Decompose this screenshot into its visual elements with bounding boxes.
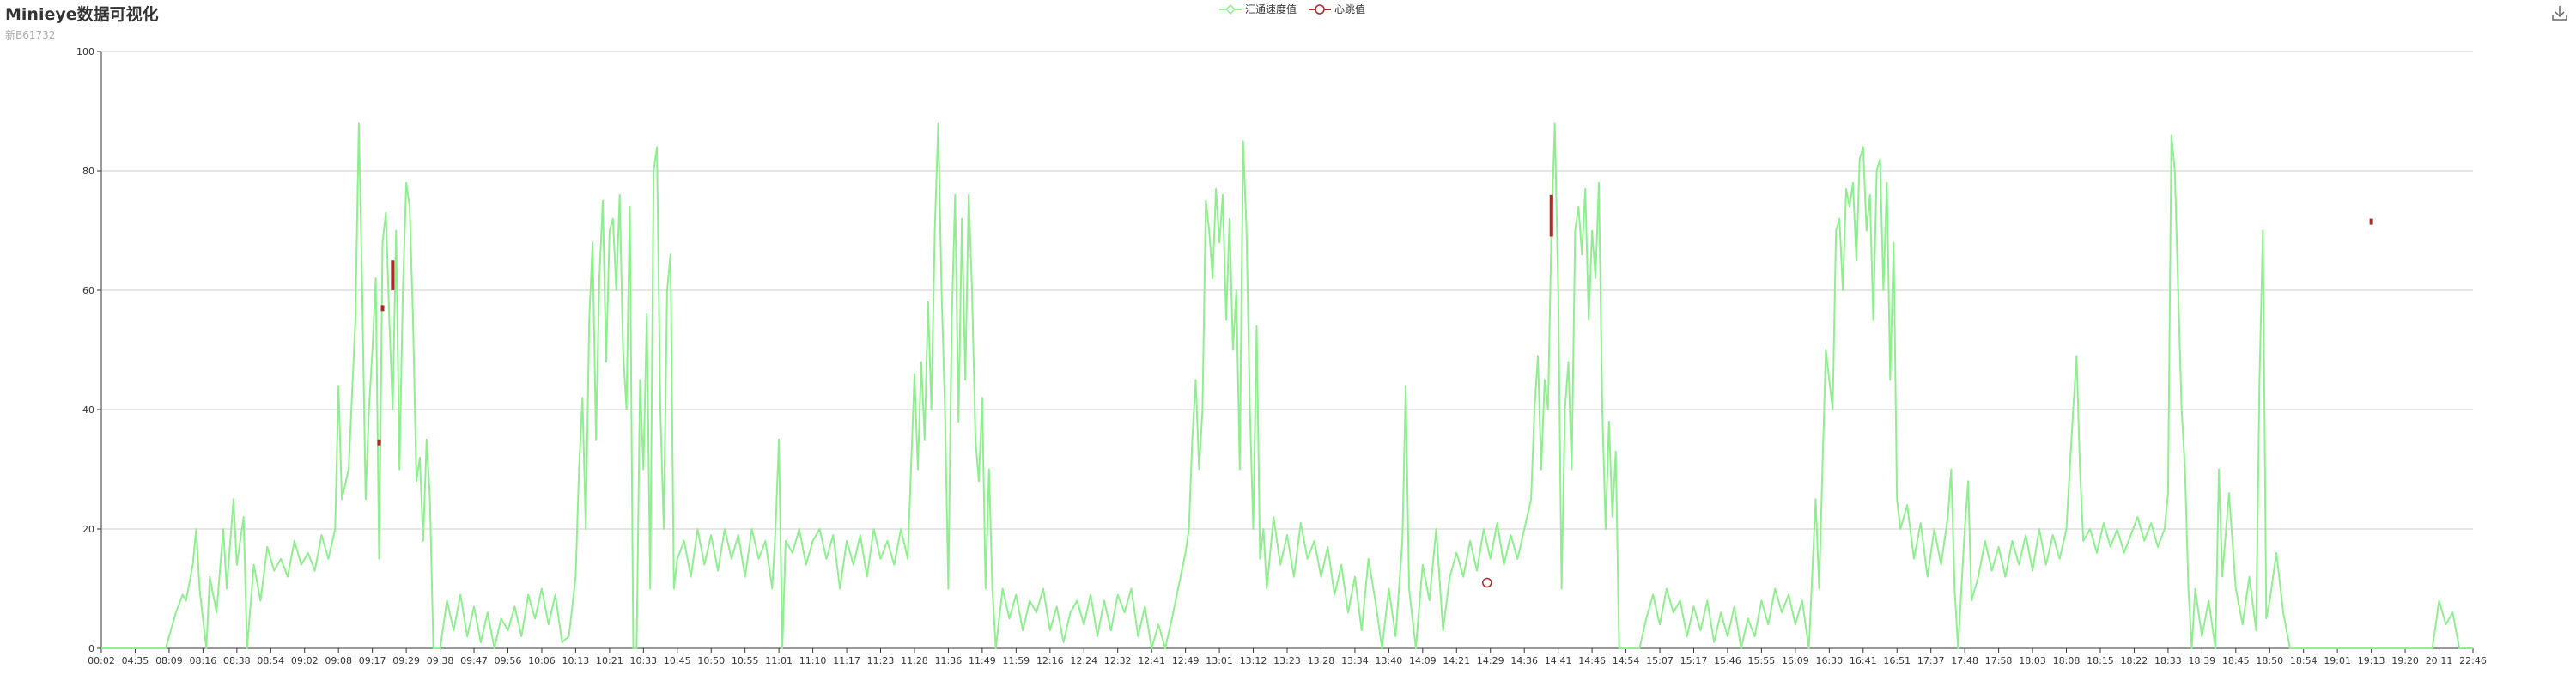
x-tick-label: 16:09 xyxy=(1782,655,1809,666)
x-tick-label: 11:28 xyxy=(901,655,928,666)
x-tick-label: 11:59 xyxy=(1002,655,1030,666)
y-tick-label: 20 xyxy=(82,524,94,535)
x-tick-label: 14:21 xyxy=(1443,655,1470,666)
x-tick-label: 12:16 xyxy=(1036,655,1064,666)
legend-label-heartbeat: 心跳值 xyxy=(1334,3,1366,15)
x-tick-label: 09:17 xyxy=(359,655,386,666)
x-tick-label: 10:21 xyxy=(596,655,623,666)
series-line-speed xyxy=(101,122,2473,649)
x-tick-label: 15:46 xyxy=(1714,655,1741,666)
x-tick-label: 10:33 xyxy=(629,655,657,666)
legend-label-speed: 汇通速度值 xyxy=(1245,3,1297,15)
x-tick-label: 18:33 xyxy=(2154,655,2182,666)
x-tick-label: 14:54 xyxy=(1613,655,1640,666)
x-tick-label: 13:23 xyxy=(1273,655,1301,666)
x-tick-label: 10:13 xyxy=(562,655,590,666)
x-tick-label: 15:07 xyxy=(1646,655,1674,666)
y-tick-label: 0 xyxy=(88,643,94,654)
x-tick-label: 18:45 xyxy=(2222,655,2250,666)
x-tick-label: 13:34 xyxy=(1341,655,1369,666)
x-tick-label: 10:50 xyxy=(697,655,725,666)
x-tick-label: 09:56 xyxy=(495,655,522,666)
x-tick-label: 17:58 xyxy=(1985,655,2013,666)
x-tick-label: 11:01 xyxy=(765,655,793,666)
x-tick-label: 14:29 xyxy=(1477,655,1504,666)
x-tick-label: 17:48 xyxy=(1951,655,1978,666)
x-tick-label: 04:35 xyxy=(122,655,149,666)
x-tick-label: 10:55 xyxy=(732,655,759,666)
x-tick-label: 08:38 xyxy=(223,655,251,666)
x-tick-label: 13:01 xyxy=(1206,655,1233,666)
page-subtitle: 新B61732 xyxy=(5,29,56,41)
series-point-heartbeat xyxy=(1482,577,1492,588)
x-tick-label: 14:09 xyxy=(1409,655,1437,666)
x-tick-label: 11:36 xyxy=(935,655,963,666)
legend-diamond-icon xyxy=(1219,3,1242,15)
x-tick-label: 12:24 xyxy=(1070,655,1097,666)
y-tick-label: 40 xyxy=(82,404,94,416)
legend-item-speed[interactable]: 汇通速度值 xyxy=(1219,2,1297,16)
x-tick-label: 11:10 xyxy=(799,655,827,666)
x-tick-label: 09:47 xyxy=(460,655,488,666)
x-tick-label: 12:32 xyxy=(1104,655,1132,666)
x-tick-label: 13:28 xyxy=(1308,655,1335,666)
x-tick-label: 18:15 xyxy=(2087,655,2114,666)
x-tick-label: 09:08 xyxy=(325,655,352,666)
page-title: Minieye数据可视化 xyxy=(5,5,159,24)
save-as-image-button[interactable] xyxy=(2550,3,2569,22)
x-tick-label: 13:40 xyxy=(1376,655,1403,666)
x-tick-label: 11:17 xyxy=(833,655,860,666)
x-tick-label: 10:45 xyxy=(664,655,691,666)
y-tick-label: 80 xyxy=(82,166,94,177)
x-tick-label: 00:02 xyxy=(88,655,115,666)
y-tick-label: 60 xyxy=(82,285,94,296)
y-tick-label: 100 xyxy=(76,46,94,58)
x-tick-label: 18:39 xyxy=(2188,655,2215,666)
x-tick-label: 19:13 xyxy=(2358,655,2385,666)
x-tick-label: 14:41 xyxy=(1545,655,1572,666)
x-tick-label: 15:55 xyxy=(1748,655,1776,666)
x-tick-label: 16:41 xyxy=(1850,655,1877,666)
x-tick-label: 09:38 xyxy=(427,655,454,666)
legend-item-heartbeat[interactable]: 心跳值 xyxy=(1309,2,1365,16)
x-tick-label: 17:37 xyxy=(1917,655,1945,666)
x-tick-label: 12:41 xyxy=(1138,655,1165,666)
x-tick-label: 16:51 xyxy=(1883,655,1911,666)
x-tick-label: 13:12 xyxy=(1240,655,1267,666)
x-tick-label: 08:16 xyxy=(190,655,217,666)
x-tick-label: 19:01 xyxy=(2324,655,2351,666)
download-icon xyxy=(2552,6,2567,21)
x-tick-label: 18:50 xyxy=(2256,655,2283,666)
x-tick-label: 19:20 xyxy=(2391,655,2419,666)
x-tick-label: 18:08 xyxy=(2053,655,2081,666)
x-tick-label: 08:09 xyxy=(155,655,183,666)
x-tick-label: 11:23 xyxy=(867,655,895,666)
x-tick-label: 22:46 xyxy=(2459,655,2487,666)
x-tick-label: 16:30 xyxy=(1815,655,1843,666)
x-tick-label: 12:49 xyxy=(1172,655,1200,666)
x-tick-label: 14:36 xyxy=(1510,655,1538,666)
x-tick-label: 14:46 xyxy=(1578,655,1606,666)
x-tick-label: 11:49 xyxy=(969,655,996,666)
x-tick-label: 18:03 xyxy=(2019,655,2046,666)
x-tick-label: 15:17 xyxy=(1680,655,1708,666)
x-tick-label: 08:54 xyxy=(257,655,284,666)
x-tick-label: 18:22 xyxy=(2121,655,2148,666)
chart-legend: 汇通速度值 心跳值 xyxy=(1219,2,1365,16)
x-tick-label: 09:02 xyxy=(291,655,319,666)
x-tick-label: 18:54 xyxy=(2290,655,2318,666)
x-tick-label: 10:06 xyxy=(528,655,556,666)
legend-circle-icon xyxy=(1309,3,1332,15)
x-tick-label: 20:11 xyxy=(2426,655,2453,666)
x-tick-label: 09:29 xyxy=(392,655,420,666)
